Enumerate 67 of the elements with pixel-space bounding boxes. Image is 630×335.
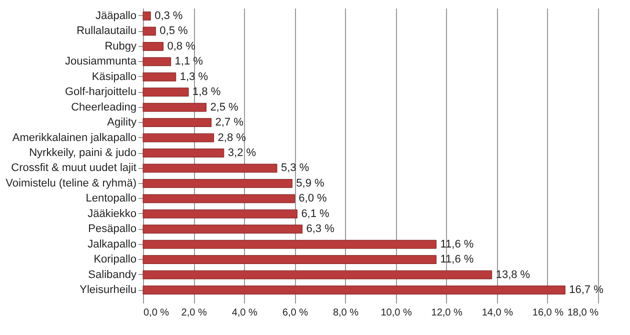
x-tick-label: 6,0 % (282, 308, 308, 318)
bar (142, 88, 189, 97)
x-tick-label: 16,0 % (532, 308, 564, 318)
data-label: 11,6 % (440, 254, 474, 266)
y-tick-label: Yleisurheilu (80, 284, 136, 296)
y-tick-label: Koripallo (94, 254, 136, 266)
bar (142, 209, 298, 218)
x-tick-label: 18,0 % (567, 308, 599, 318)
data-label: 6,0 % (298, 192, 328, 205)
bar (142, 26, 156, 36)
bar (142, 118, 212, 127)
bar (142, 240, 436, 249)
data-label: 2,7 % (215, 116, 244, 129)
data-label: 2,5 % (210, 101, 239, 114)
bar (142, 270, 492, 280)
data-label: 5,3 % (280, 162, 310, 174)
x-tick-label: 14,0 % (482, 308, 514, 318)
y-tick-label: Cheerleading (71, 101, 136, 114)
bar (142, 133, 214, 142)
data-label: 11,6 % (440, 238, 474, 250)
bar (142, 286, 566, 294)
y-tick-label: Jääkiekko (88, 208, 136, 220)
y-tick-label: Jääpallo (96, 10, 136, 22)
x-tick-label: 8,0 % (332, 308, 359, 318)
data-label: 16,7 % (569, 284, 604, 296)
y-tick-label: Amerikkalainen jalkapallo (12, 132, 136, 144)
data-label: 5,9 % (296, 177, 324, 190)
data-label: 2,8 % (218, 132, 246, 144)
y-tick-label: Nyrkkeily, paini & judo (29, 147, 136, 159)
x-tick-label: 2,0 % (181, 308, 207, 318)
bar (142, 255, 436, 264)
data-label: 6,1 % (301, 208, 330, 220)
bar (142, 102, 206, 112)
y-tick-label: Rubgy (104, 40, 137, 52)
x-tick-label: 4,0 % (232, 308, 258, 318)
bar (142, 164, 278, 173)
y-tick-label: Salibandy (88, 268, 137, 281)
y-tick-label: Käsipallo (92, 70, 136, 83)
x-tick-label: 10,0 % (380, 308, 412, 318)
bar (142, 194, 295, 204)
bar (142, 57, 172, 66)
y-tick-label: Crossfit & muut uudet lajit (11, 162, 136, 174)
bar (142, 72, 176, 82)
y-tick-label: Agility (107, 116, 137, 129)
data-label: 1,8 % (192, 86, 221, 98)
data-label: 0,8 % (167, 40, 196, 52)
data-label: 1,3 % (180, 70, 208, 83)
data-label: 13,8 % (496, 268, 530, 281)
bar (142, 42, 164, 51)
bar (142, 179, 292, 188)
y-tick-label: Jalkapallo (88, 238, 136, 250)
x-tick-label: 12,0 % (431, 308, 463, 318)
bar (142, 224, 302, 234)
bar (142, 12, 151, 20)
y-tick-label: Lentopallo (86, 192, 136, 205)
y-tick-label: Jousiammunta (64, 56, 138, 68)
data-label: 0,5 % (160, 25, 188, 38)
data-label: 3,2 % (228, 147, 256, 159)
y-tick-label: Golf-harjoittelu (64, 86, 136, 98)
y-tick-label: Pesäpallo (88, 223, 136, 236)
x-tick-label: 0,0 % (144, 308, 170, 318)
bar (142, 148, 224, 158)
y-tick-label: Rullalautailu (76, 25, 136, 38)
data-label: 0,3 % (154, 10, 183, 22)
data-label: 6,3 % (306, 223, 335, 236)
data-label: 1,1 % (174, 56, 204, 68)
y-tick-label: Voimistelu (teline & ryhmä) (6, 177, 136, 190)
